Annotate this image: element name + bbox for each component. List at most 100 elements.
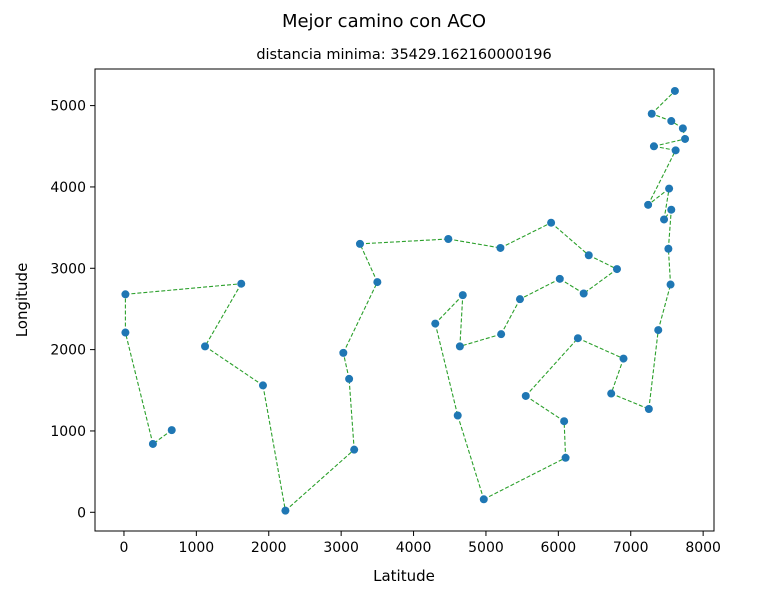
x-axis-label: Latitude: [373, 567, 435, 585]
city-point: [431, 319, 440, 328]
path-segment: [647, 188, 670, 206]
city-point: [644, 200, 653, 209]
city-point: [521, 391, 530, 400]
city-point: [121, 290, 130, 299]
city-point: [345, 374, 354, 383]
path-segment: [550, 222, 590, 256]
city-point: [667, 205, 676, 214]
x-axis: 0 1000 2000 3000 4000 5000 6000 7000 8000: [119, 531, 721, 556]
path-segment: [610, 393, 650, 410]
y-axis-label: Longitude: [13, 263, 31, 338]
x-tick-label: 4000: [396, 540, 432, 556]
city-point: [584, 251, 593, 260]
city-point: [647, 109, 656, 118]
path-segment: [525, 395, 565, 422]
path-segment: [459, 333, 502, 347]
path-segment: [500, 298, 521, 335]
path-segment: [448, 238, 501, 249]
city-point: [654, 326, 663, 335]
city-point: [607, 389, 616, 398]
points-layer: [121, 86, 690, 515]
path-segment: [663, 188, 670, 220]
path-segment: [519, 278, 561, 300]
path-segment: [610, 358, 625, 394]
path-segment: [648, 330, 659, 410]
city-point: [515, 295, 524, 304]
x-tick-label: 3000: [323, 540, 359, 556]
x-tick-label: 2000: [251, 540, 287, 556]
city-point: [237, 279, 246, 288]
path-segment: [525, 337, 579, 397]
plot-frame: [94, 68, 715, 532]
path-segment: [359, 238, 449, 245]
city-point: [496, 243, 505, 252]
path-segment: [563, 421, 567, 458]
path-segment: [262, 385, 286, 511]
chart-suptitle: Mejor camino con ACO: [282, 11, 486, 32]
path-segment: [483, 457, 566, 500]
x-tick-label: 1000: [179, 540, 215, 556]
path-segment: [125, 283, 242, 295]
chart-title: distancia minima: 35429.162160000196: [256, 47, 551, 63]
city-point: [497, 330, 506, 339]
x-tick-label: 8000: [685, 540, 721, 556]
y-tick-label: 3000: [50, 261, 86, 277]
path-segment: [583, 268, 618, 294]
city-point: [671, 146, 680, 155]
city-point: [350, 445, 359, 454]
city-point: [660, 215, 669, 224]
city-point: [664, 244, 673, 253]
city-point: [339, 348, 348, 357]
city-point: [681, 134, 690, 143]
city-point: [458, 291, 467, 300]
path-segment: [459, 295, 464, 347]
path-segment: [285, 449, 355, 512]
path-segment: [342, 352, 350, 380]
y-tick-label: 4000: [50, 180, 86, 196]
y-tick-label: 0: [77, 505, 86, 521]
city-point: [561, 453, 570, 462]
city-point: [678, 124, 687, 133]
city-point: [619, 354, 628, 363]
path-segment: [559, 278, 584, 294]
city-point: [453, 411, 462, 420]
path-segment: [647, 150, 677, 206]
city-point: [148, 439, 157, 448]
city-point: [649, 142, 658, 151]
city-point: [479, 495, 488, 504]
path-segment: [434, 323, 459, 416]
city-point: [258, 381, 267, 390]
x-tick-label: 7000: [613, 540, 649, 556]
city-point: [665, 184, 674, 193]
city-point: [355, 239, 364, 248]
city-point: [666, 280, 675, 289]
path-segment: [667, 209, 672, 249]
y-tick-label: 5000: [50, 99, 86, 115]
city-point: [644, 404, 653, 413]
path-segment: [500, 222, 552, 249]
city-point: [167, 426, 176, 435]
path-segment: [204, 283, 242, 347]
plot-area: [94, 68, 715, 532]
city-point: [373, 278, 382, 287]
path-segment: [434, 294, 464, 324]
city-point: [667, 117, 676, 126]
path-layer: [124, 90, 686, 512]
city-point: [281, 506, 290, 515]
city-point: [455, 342, 464, 351]
path-segment: [657, 284, 672, 331]
y-tick-label: 2000: [50, 343, 86, 359]
city-point: [555, 274, 564, 283]
x-tick-label: 5000: [468, 540, 504, 556]
path-segment: [651, 90, 676, 115]
city-point: [121, 328, 130, 337]
city-point: [444, 234, 453, 243]
path-segment: [588, 254, 618, 270]
x-tick-label: 0: [119, 540, 128, 556]
path-segment: [577, 337, 624, 360]
y-tick-label: 1000: [50, 424, 86, 440]
city-point: [560, 417, 569, 426]
city-point: [201, 342, 210, 351]
path-segment: [457, 415, 485, 500]
